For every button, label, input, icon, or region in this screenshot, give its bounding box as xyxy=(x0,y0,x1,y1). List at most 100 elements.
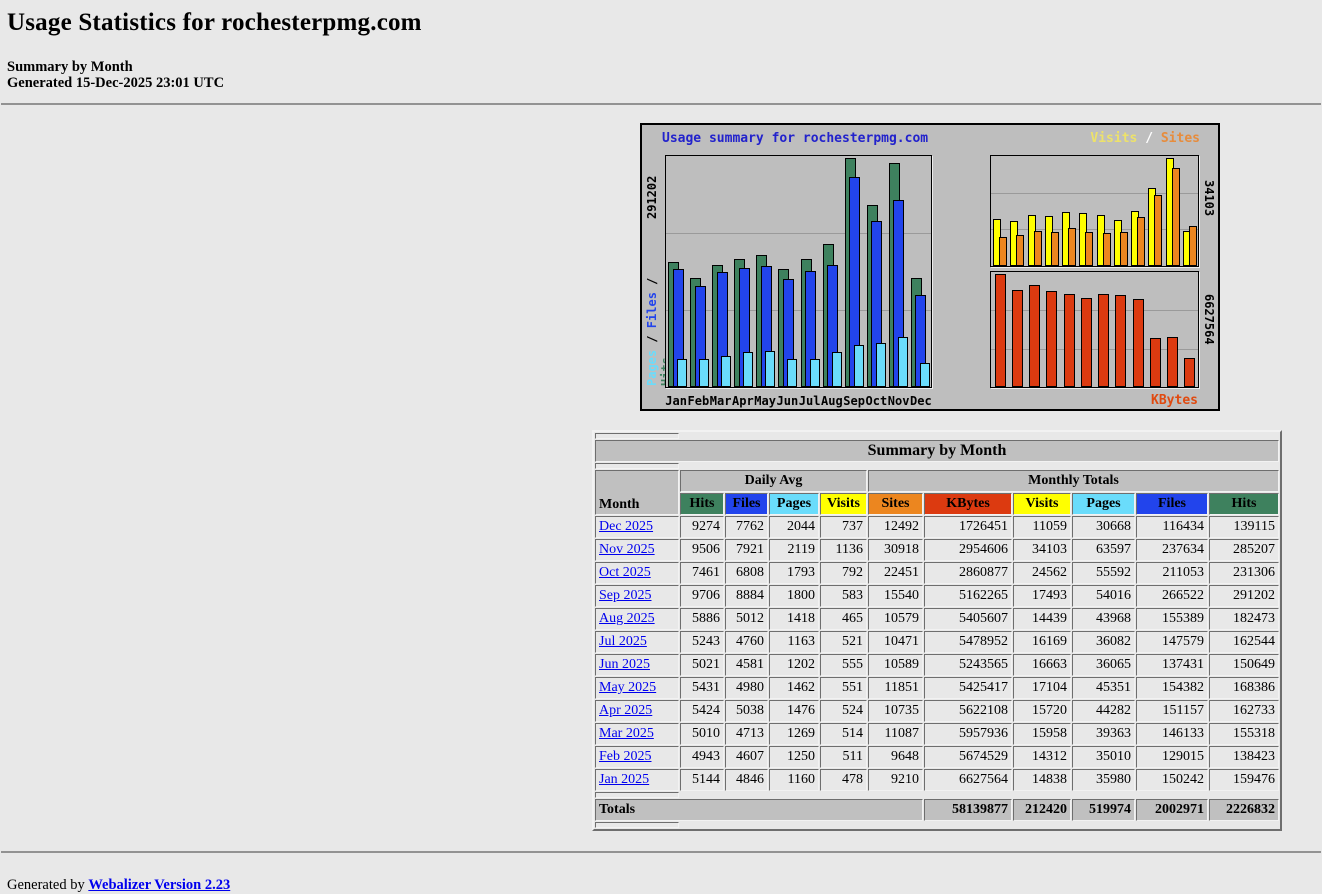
left-axis-segment: / xyxy=(645,328,659,350)
value-cell: 150242 xyxy=(1136,769,1208,791)
value-cell: 291202 xyxy=(1209,585,1279,607)
value-cell: 4943 xyxy=(680,746,724,768)
value-cell: 9274 xyxy=(680,516,724,538)
bar-pages-Jan xyxy=(677,359,687,387)
bar-pages-Oct xyxy=(876,343,886,387)
month-axis-label: Aug xyxy=(821,394,843,408)
value-cell: 9210 xyxy=(868,769,923,791)
table-row: Sep 2025 9706 8884 1800 583 15540 5162265 17493… xyxy=(595,585,1279,607)
value-cell: 5243565 xyxy=(924,654,1012,676)
month-link[interactable]: Dec 2025 xyxy=(599,519,654,534)
column-header-hits: Hits xyxy=(680,493,724,515)
bar-kbytes-Feb xyxy=(1012,290,1023,387)
value-cell: 139115 xyxy=(1209,516,1279,538)
value-cell: 231306 xyxy=(1209,562,1279,584)
bar-pages-Feb xyxy=(699,359,709,387)
month-column-header: Month xyxy=(595,470,679,515)
value-cell: 24562 xyxy=(1013,562,1071,584)
month-link[interactable]: Mar 2025 xyxy=(599,726,654,741)
bar-sites-Apr xyxy=(1051,232,1059,266)
table-row: Mar 2025 5010 4713 1269 514 11087 5957936 15958… xyxy=(595,723,1279,745)
month-axis-label: Jun xyxy=(776,394,799,408)
total-kbytes: 58139877 xyxy=(924,799,1012,821)
column-header-hits: Hits xyxy=(1209,493,1279,515)
visits-sites-plot xyxy=(990,155,1199,267)
month-cell: Oct 2025 xyxy=(595,562,679,584)
value-cell: 521 xyxy=(820,631,867,653)
page-header: Usage Statistics for rochesterpmg.com Su… xyxy=(0,9,1322,91)
value-cell: 30918 xyxy=(868,539,923,561)
table-row: Apr 2025 5424 5038 1476 524 10735 5622108 15720… xyxy=(595,700,1279,722)
grid-line xyxy=(991,192,1198,194)
value-cell: 2954606 xyxy=(924,539,1012,561)
table-row: Dec 2025 9274 7762 2044 737 12492 1726451 11059… xyxy=(595,516,1279,538)
table-body: Dec 2025 9274 7762 2044 737 12492 1726451 11059… xyxy=(595,516,1279,791)
month-axis-label: Mar xyxy=(709,394,732,408)
value-cell: 9706 xyxy=(680,585,724,607)
bar-sites-Oct xyxy=(1154,195,1162,266)
month-cell: Apr 2025 xyxy=(595,700,679,722)
bar-sites-Nov xyxy=(1172,168,1180,266)
value-cell: 266522 xyxy=(1136,585,1208,607)
column-header-kbytes: KBytes xyxy=(924,493,1012,515)
bar-kbytes-Apr xyxy=(1046,291,1057,387)
left-axis-segment: Pages xyxy=(645,349,659,386)
column-header-sites: Sites xyxy=(868,493,923,515)
month-link[interactable]: Sep 2025 xyxy=(599,588,652,603)
bottom-divider xyxy=(1,851,1321,853)
value-cell: 154382 xyxy=(1136,677,1208,699)
value-cell: 5144 xyxy=(680,769,724,791)
value-cell: 1793 xyxy=(769,562,819,584)
table-row: May 2025 5431 4980 1462 551 11851 5425417 17104… xyxy=(595,677,1279,699)
month-cell: Jul 2025 xyxy=(595,631,679,653)
right-axis-visits-max-label: 34103 xyxy=(1202,179,1216,217)
grid-line xyxy=(666,232,931,234)
column-header-files: Files xyxy=(1136,493,1208,515)
value-cell: 737 xyxy=(820,516,867,538)
month-link[interactable]: Oct 2025 xyxy=(599,565,651,580)
value-cell: 1726451 xyxy=(924,516,1012,538)
bar-pages-Jul xyxy=(810,359,820,387)
value-cell: 5021 xyxy=(680,654,724,676)
bar-pages-May xyxy=(765,351,775,387)
daily-avg-header: Daily Avg xyxy=(680,470,867,492)
generated-timestamp: Generated 15-Dec-2025 23:01 UTC xyxy=(7,75,225,91)
month-link[interactable]: Nov 2025 xyxy=(599,542,655,557)
value-cell: 5674529 xyxy=(924,746,1012,768)
value-cell: 1160 xyxy=(769,769,819,791)
month-cell: Aug 2025 xyxy=(595,608,679,630)
value-cell: 10471 xyxy=(868,631,923,653)
value-cell: 150649 xyxy=(1209,654,1279,676)
value-cell: 30668 xyxy=(1072,516,1135,538)
value-cell: 54016 xyxy=(1072,585,1135,607)
table-row: Aug 2025 5886 5012 1418 465 10579 5405607 14439… xyxy=(595,608,1279,630)
value-cell: 5010 xyxy=(680,723,724,745)
left-axis-segment: / xyxy=(645,277,659,293)
month-cell: Dec 2025 xyxy=(595,516,679,538)
table-row: Nov 2025 9506 7921 2119 1136 30918 2954606 3410… xyxy=(595,539,1279,561)
value-cell: 146133 xyxy=(1136,723,1208,745)
month-link[interactable]: Apr 2025 xyxy=(599,703,653,718)
month-link[interactable]: Jun 2025 xyxy=(599,657,650,672)
month-axis-labels: Jan Feb Mar Apr May Jun Jul Aug Sep Oct Nov Dec xyxy=(665,394,932,408)
value-cell: 15958 xyxy=(1013,723,1071,745)
kbytes-plot xyxy=(990,271,1199,388)
value-cell: 14312 xyxy=(1013,746,1071,768)
value-cell: 55592 xyxy=(1072,562,1135,584)
value-cell: 551 xyxy=(820,677,867,699)
column-header-visits: Visits xyxy=(1013,493,1071,515)
value-cell: 583 xyxy=(820,585,867,607)
month-link[interactable]: May 2025 xyxy=(599,680,657,695)
table-spacer-row xyxy=(595,792,1279,798)
value-cell: 5012 xyxy=(725,608,768,630)
totals-row: Totals 58139877 212420 519974 2002971 22… xyxy=(595,799,1279,821)
month-link[interactable]: Jan 2025 xyxy=(599,772,650,787)
month-link[interactable]: Jul 2025 xyxy=(599,634,647,649)
bar-sites-Aug xyxy=(1120,232,1128,266)
grid-line xyxy=(991,348,1198,350)
month-link[interactable]: Feb 2025 xyxy=(599,749,652,764)
bar-sites-Mar xyxy=(1034,231,1042,266)
summary-by-month-label: Summary by Month xyxy=(7,59,133,75)
month-link[interactable]: Aug 2025 xyxy=(599,611,655,626)
value-cell: 211053 xyxy=(1136,562,1208,584)
